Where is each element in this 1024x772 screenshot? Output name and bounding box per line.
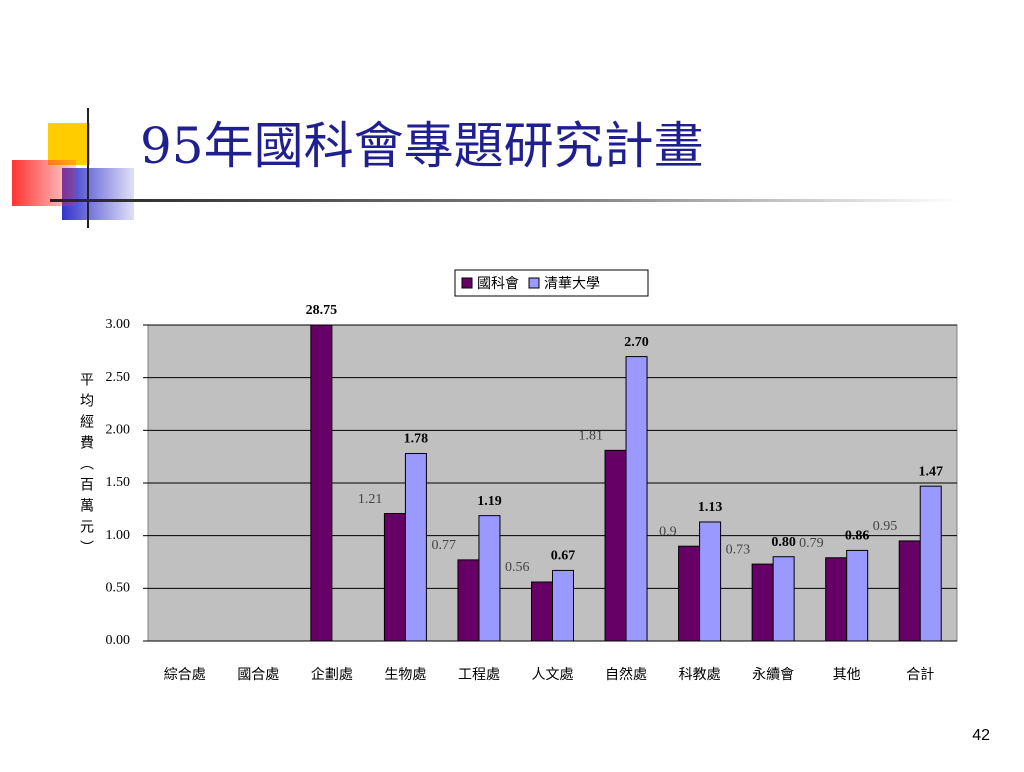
x-tick-label: 綜合處 [164, 667, 206, 683]
data-label: 28.75 [306, 303, 338, 318]
data-label: 1.47 [918, 464, 943, 479]
y-tick-label: 2.00 [106, 423, 131, 438]
bar [604, 449, 627, 642]
x-tick-label: 生物處 [384, 667, 426, 683]
y-tick-label: 2.50 [106, 370, 131, 385]
bar [625, 356, 648, 642]
y-tick-label: 0.50 [106, 581, 131, 596]
data-label: 0.56 [505, 560, 530, 575]
bar [478, 515, 501, 642]
page-number: 42 [972, 727, 990, 744]
x-tick-label: 企劃處 [311, 666, 353, 683]
legend-box [454, 269, 649, 297]
bar [772, 556, 795, 642]
bar [531, 581, 553, 642]
bar [678, 545, 701, 642]
x-tick-label: 永續會 [752, 667, 794, 683]
bar [846, 549, 869, 642]
y-axis-label: 平均經費（百萬元） [78, 372, 94, 561]
x-tick-label: 其他 [833, 667, 861, 683]
data-label: 0.77 [431, 538, 456, 553]
bar [552, 569, 574, 642]
bar [825, 557, 848, 642]
data-label: 0.80 [771, 535, 796, 550]
data-label: 0.67 [551, 549, 576, 564]
data-label: 0.79 [799, 536, 824, 551]
data-label: 1.81 [579, 429, 604, 444]
legend-swatch [528, 277, 540, 289]
bar [457, 559, 480, 642]
x-tick-label: 人文處 [532, 667, 574, 683]
data-label: 0.95 [873, 519, 898, 534]
deco-square [12, 160, 76, 206]
x-tick-label: 工程處 [458, 667, 500, 683]
legend-label: 清華大學 [544, 276, 600, 292]
y-tick-label: 1.50 [106, 475, 131, 490]
deco-square [48, 123, 90, 165]
data-label: 0.86 [845, 529, 870, 544]
x-tick-label: 科教處 [679, 667, 721, 683]
data-label: 0.9 [659, 524, 677, 539]
bar [404, 453, 427, 642]
deco-line [50, 199, 960, 202]
data-label: 1.21 [358, 492, 383, 507]
data-label: 1.13 [698, 500, 723, 515]
chart-title: 95年國科會專題研究計畫 [140, 117, 704, 175]
data-label: 0.73 [726, 542, 751, 557]
x-tick-label: 自然處 [605, 666, 647, 683]
bar [919, 485, 942, 642]
bar [699, 521, 722, 642]
bar [310, 324, 333, 642]
x-tick-label: 國合處 [237, 667, 279, 683]
bar [898, 540, 921, 642]
data-label: 1.19 [477, 494, 502, 509]
bar [383, 513, 406, 642]
data-label: 2.70 [624, 335, 649, 350]
y-tick-label: 1.00 [106, 528, 131, 543]
bar [751, 563, 774, 642]
data-label: 1.78 [404, 432, 429, 447]
legend-label: 國科會 [477, 276, 519, 292]
x-tick-label: 合計 [906, 667, 934, 683]
y-tick-label: 3.00 [106, 317, 131, 332]
y-tick-label: 0.00 [106, 633, 131, 648]
legend-swatch [461, 277, 473, 289]
